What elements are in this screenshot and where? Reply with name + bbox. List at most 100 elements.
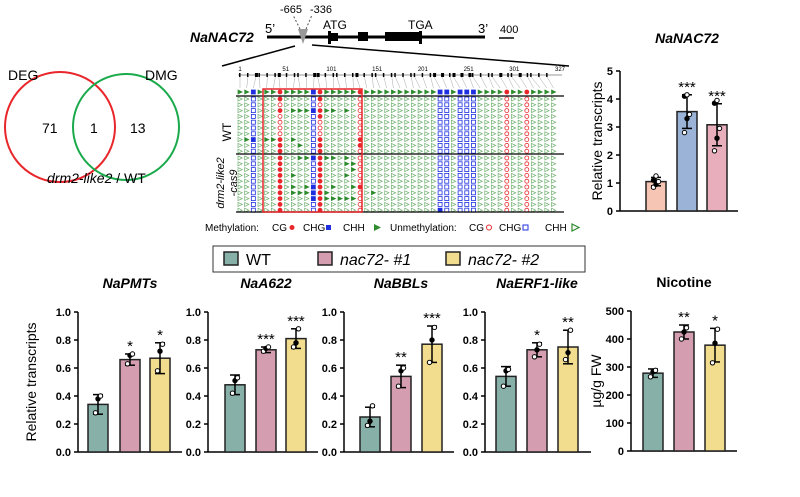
wt-read-site: [457, 96, 463, 102]
dmg-label: DMG: [145, 67, 178, 83]
mutant-read-site: [271, 172, 277, 178]
wt-read-site: [371, 148, 377, 154]
wt-read-site: [297, 131, 304, 137]
ruler-site: [429, 73, 432, 77]
mutant-read-site: [337, 167, 344, 173]
wt-read-site: [250, 102, 256, 108]
mutant-read-site: [351, 196, 357, 202]
connector-line: [344, 76, 347, 89]
connector-line: [246, 76, 249, 89]
wt-read-site: [471, 131, 476, 137]
wt-read-site: [324, 96, 330, 102]
connector-line: [313, 76, 315, 89]
wt-read-site: [477, 96, 484, 102]
summary-site: [337, 89, 344, 95]
mutant-read-site: [377, 184, 384, 190]
wt-read-site: [411, 113, 417, 119]
summary-site: [484, 89, 490, 95]
mutant-read-site: [377, 155, 384, 161]
wt-read-site: [391, 113, 397, 119]
bar: [119, 358, 141, 453]
y-axis-label: Relative transcripts: [23, 322, 39, 441]
significance-label: ***: [257, 331, 275, 348]
significance-label: ***: [708, 88, 726, 105]
wt-read-site: [504, 96, 510, 102]
mutant-read-site: [411, 196, 417, 202]
y-tick-label: 0.2: [322, 419, 337, 431]
wt-read-site: [304, 113, 310, 119]
wt-read-site: [257, 137, 264, 143]
bar: [526, 349, 548, 453]
mutant-read-site: [424, 161, 430, 167]
mutant-read-site: [291, 190, 297, 196]
wt-read-site: [284, 119, 290, 125]
mutant-read-site: [331, 172, 337, 178]
mutant-read-site: [431, 155, 437, 161]
mutant-read-site: [391, 161, 397, 167]
mutant-read-site: [237, 190, 244, 196]
wt-read-site: [404, 119, 410, 125]
wt-read-site: [310, 148, 316, 154]
wt-read-site: [291, 108, 297, 114]
wt-read-site: [431, 125, 437, 131]
mutant-read-site: [531, 207, 537, 213]
mutant-read-site: [397, 196, 404, 202]
mutant-read-site: [391, 178, 397, 184]
summary-site: [257, 89, 264, 95]
wt-read-site: [484, 131, 490, 137]
mutant-read-site: [364, 184, 370, 190]
wt-read-site: [371, 131, 377, 137]
ruler-site: [297, 73, 299, 77]
mutant-read-site: [437, 196, 443, 202]
mutant-read-site: [417, 201, 424, 207]
connector-line: [500, 76, 508, 89]
wt-read-site: [477, 102, 484, 108]
gene-name: NaNAC72: [190, 29, 254, 45]
wt-read-site: [351, 96, 357, 102]
wt-read-site: [504, 102, 510, 108]
wt-read-site: [237, 142, 244, 148]
mutant-read-site: [404, 207, 410, 213]
scale-bar-label: 400: [500, 24, 518, 36]
y-tick-label: 0.4: [463, 391, 479, 403]
mutant-read-site: [344, 161, 350, 167]
mutant-read-site: [250, 201, 256, 207]
mutant-read-site: [471, 201, 476, 207]
wt-read-site: [344, 113, 350, 119]
wt-read-site: [244, 148, 250, 154]
wt-read-site: [351, 125, 357, 131]
mutant-read-site: [411, 178, 417, 184]
wt-read-site: [377, 137, 384, 143]
wt-read-site: [371, 96, 377, 102]
wt-read-site: [371, 119, 377, 125]
mutant-read-site: [424, 172, 430, 178]
wt-read-site: [537, 96, 544, 102]
data-point: [534, 347, 540, 353]
wt-read-site: [491, 113, 497, 119]
wt-read-site: [517, 119, 524, 125]
wt-read-site: [331, 102, 337, 108]
data-point: [712, 340, 718, 346]
wt-read-site: [397, 108, 404, 114]
wt-read-site: [437, 114, 443, 119]
mutant-read-site: [277, 155, 283, 161]
mutant-read-site: [257, 184, 264, 190]
mutant-read-site: [471, 161, 476, 167]
connector-line: [441, 76, 447, 89]
wt-read-site: [331, 142, 337, 148]
wt-read-site: [257, 96, 264, 102]
mutant-read-site: [271, 207, 277, 213]
mutant-read-site: [517, 184, 524, 190]
deg-circle: [4, 71, 116, 183]
methylation-panel: 1 51 101 151 201 251 301 327: [236, 67, 566, 213]
mutant-read-site: [437, 178, 443, 184]
data-point: [400, 365, 407, 371]
mutant-read-site: [237, 184, 244, 190]
wt-read-site: [250, 125, 256, 131]
summary-site: [451, 89, 457, 95]
mutant-read-site: [364, 155, 370, 161]
mutant-read-site: [297, 178, 304, 184]
wt-read-site: [497, 113, 504, 119]
legend-cg-un: CG: [469, 223, 484, 234]
mutant-read-site: [277, 184, 283, 190]
